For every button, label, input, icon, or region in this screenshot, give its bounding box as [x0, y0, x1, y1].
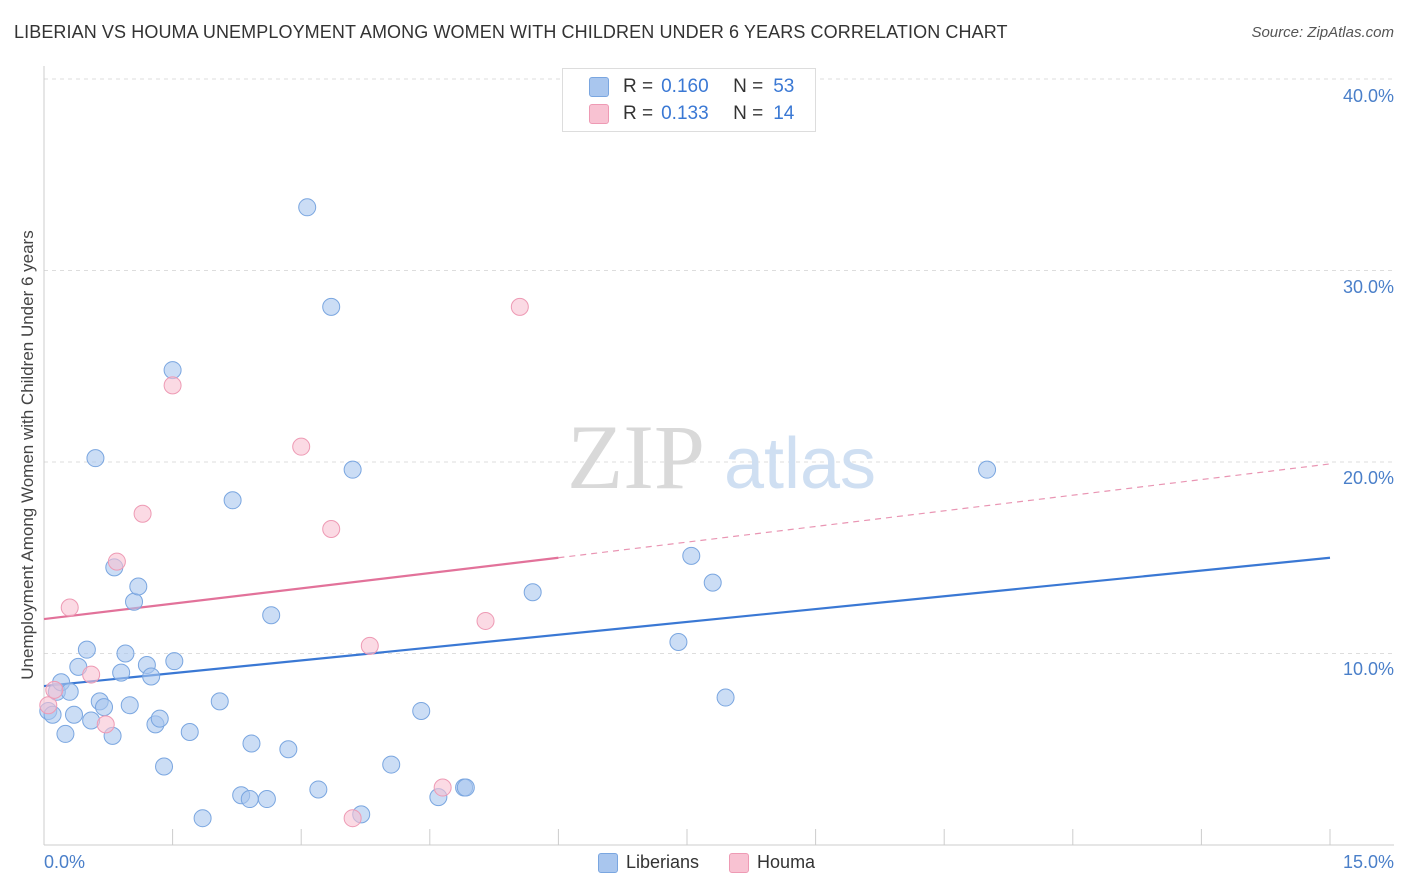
point-liberians — [279, 740, 298, 759]
point-liberians — [412, 701, 431, 720]
point-houma — [360, 636, 379, 655]
point-liberians — [125, 592, 144, 611]
stats-legend: R = 0.160 N = 53 R = 0.133 N = 14 — [562, 68, 816, 132]
watermark: ZIP atlas — [567, 406, 876, 508]
point-liberians — [56, 724, 75, 743]
grid-lines — [44, 78, 1394, 654]
r-label: R = — [623, 103, 654, 124]
y-tick-label-10: 10.0% — [1342, 659, 1394, 679]
houma-swatch — [589, 104, 609, 124]
point-liberians — [165, 652, 184, 671]
watermark-zip: ZIP — [567, 406, 705, 508]
point-liberians — [523, 583, 542, 602]
point-houma — [433, 778, 452, 797]
legend-label-houma: Houma — [757, 852, 816, 872]
point-houma — [107, 552, 126, 571]
point-liberians — [210, 692, 229, 711]
point-houma — [82, 665, 101, 684]
legend-item-liberians[interactable]: Liberians — [598, 852, 699, 873]
point-liberians — [77, 640, 96, 659]
n-label: N = — [733, 76, 764, 97]
r-value: 0.133 — [661, 103, 709, 124]
point-liberians — [298, 198, 317, 217]
houma-legend-swatch — [729, 852, 750, 873]
watermark-atlas: atlas — [724, 424, 876, 504]
point-houma — [292, 437, 311, 456]
point-liberians — [382, 755, 401, 774]
y-tick-label-20: 20.0% — [1342, 468, 1394, 488]
y-tick-label-30: 30.0% — [1342, 277, 1394, 297]
point-liberians — [193, 809, 212, 828]
point-liberians — [163, 361, 182, 380]
point-liberians — [116, 644, 135, 663]
data-points — [39, 198, 997, 828]
n-value: 53 — [773, 76, 795, 97]
stats-row-houma: R = 0.133 N = 14 — [589, 103, 794, 125]
point-houma — [60, 598, 79, 617]
liberians-legend-swatch — [598, 852, 618, 873]
point-liberians — [129, 577, 148, 596]
point-liberians — [703, 573, 722, 592]
point-houma — [39, 696, 58, 715]
point-liberians — [155, 757, 174, 776]
point-houma — [510, 297, 529, 316]
point-liberians — [142, 667, 161, 686]
point-liberians — [322, 297, 341, 316]
r-label: R = — [623, 76, 654, 97]
point-houma — [163, 376, 182, 395]
trend-line-extension-houma — [558, 463, 1331, 559]
point-liberians — [150, 709, 169, 728]
point-liberians — [65, 705, 84, 724]
point-liberians — [242, 734, 261, 753]
point-liberians — [257, 790, 276, 809]
point-liberians — [180, 723, 199, 742]
n-label: N = — [733, 103, 764, 124]
r-value: 0.160 — [661, 76, 709, 97]
x-tick-label-max: 15.0% — [1342, 852, 1394, 872]
series-legend: Liberians Houma — [598, 852, 845, 873]
point-liberians — [60, 682, 79, 701]
point-liberians — [456, 778, 475, 797]
stats-row-liberians: R = 0.160 N = 53 — [589, 76, 794, 98]
point-liberians — [716, 688, 735, 707]
y-axis-title: Unemployment Among Women with Children U… — [18, 230, 37, 680]
point-liberians — [120, 696, 139, 715]
point-liberians — [343, 460, 362, 479]
point-liberians — [309, 780, 328, 799]
legend-label-liberians: Liberians — [626, 852, 700, 872]
chart-source: Source: ZipAtlas.com — [1251, 24, 1394, 41]
point-liberians — [978, 460, 997, 479]
point-houma — [96, 715, 115, 734]
point-liberians — [112, 663, 131, 682]
n-value: 14 — [773, 103, 795, 124]
liberians-swatch — [589, 77, 609, 97]
legend-item-houma[interactable]: Houma — [729, 852, 815, 873]
y-tick-label-40: 40.0% — [1342, 86, 1394, 106]
point-houma — [45, 680, 64, 699]
point-houma — [343, 809, 362, 828]
point-liberians — [240, 790, 259, 809]
chart-title: LIBERIAN VS HOUMA UNEMPLOYMENT AMONG WOM… — [14, 22, 1008, 42]
point-liberians — [86, 449, 105, 468]
point-liberians — [262, 606, 281, 625]
x-tick-label-min: 0.0% — [44, 852, 86, 872]
point-liberians — [682, 546, 701, 565]
axes — [43, 66, 1394, 846]
point-houma — [476, 611, 495, 630]
point-liberians — [95, 698, 114, 717]
point-houma — [133, 504, 152, 523]
point-liberians — [669, 633, 688, 652]
trend-line-liberians — [43, 556, 1331, 688]
point-houma — [322, 520, 341, 539]
point-liberians — [223, 491, 242, 510]
